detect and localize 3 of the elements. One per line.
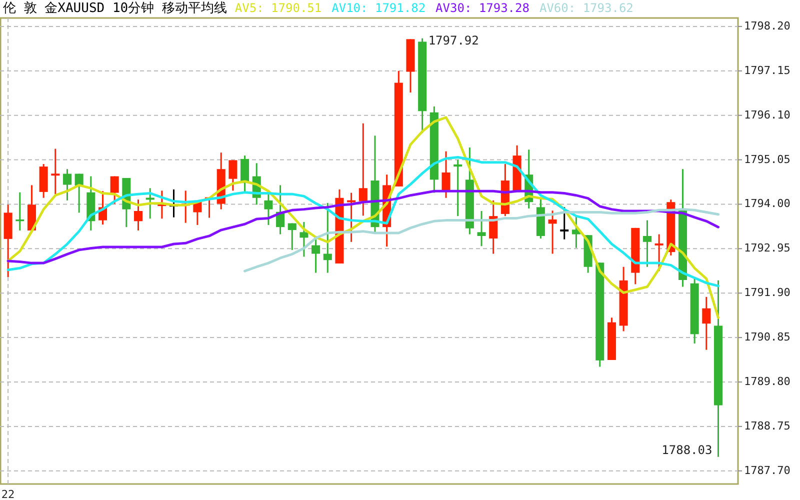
- annotation: 1788.03: [662, 443, 712, 458]
- title: 伦 敦 金XAUUSD 10分钟 移动平均线: [3, 1, 227, 16]
- annotation: 1797.92: [428, 33, 479, 48]
